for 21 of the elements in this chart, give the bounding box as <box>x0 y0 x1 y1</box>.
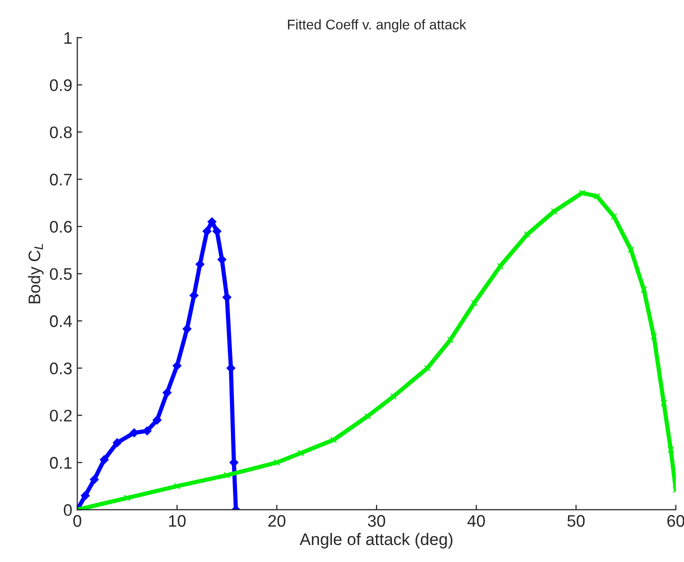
chart-title: Fitted Coeff v. angle of attack <box>288 19 466 32</box>
y-tick-label: 0.4 <box>50 315 72 328</box>
y-tick-label: 0.3 <box>50 362 72 374</box>
x-tick-label: 20 <box>268 515 286 527</box>
x-tick-label: 10 <box>169 515 186 527</box>
y-tick-label: 0.6 <box>50 220 72 233</box>
y-tick-label: 1 <box>64 32 72 44</box>
y-tick-label: 0.1 <box>50 456 72 469</box>
x-axis-title: Angle of attack (deg) <box>300 532 452 548</box>
x-tick-label: 60 <box>667 515 684 527</box>
y-tick-label: 0.5 <box>50 268 72 280</box>
y-tick-label: 0 <box>64 504 72 516</box>
y-axis-title: Body C$_{L}$ <box>28 244 44 304</box>
y-tick-label: 0.9 <box>50 79 72 92</box>
x-tick-label: 30 <box>368 515 386 527</box>
y-tick-label: 0.8 <box>50 126 72 138</box>
y-tick-label: 0.2 <box>50 410 72 422</box>
x-tick-label: 0 <box>73 515 82 527</box>
x-tick-label: 40 <box>467 515 485 527</box>
y-tick-label: 0.7 <box>50 174 72 186</box>
x-tick-label: 50 <box>567 515 585 527</box>
